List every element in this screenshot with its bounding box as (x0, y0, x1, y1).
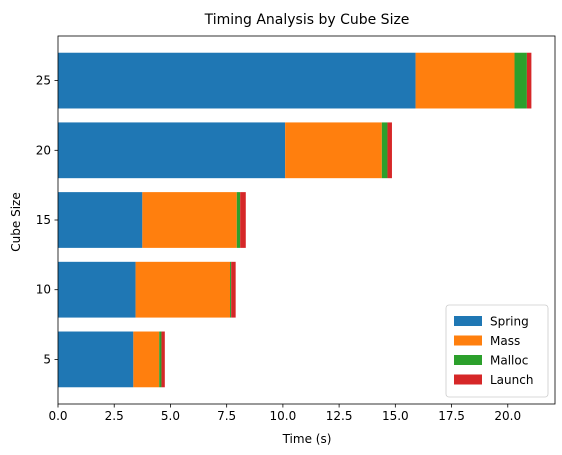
bar-launch-5 (161, 331, 165, 388)
chart-title: Timing Analysis by Cube Size (204, 12, 410, 28)
legend-swatch-spring (454, 316, 482, 326)
bar-spring-10 (58, 261, 136, 318)
x-tick-label: 0.0 (48, 409, 67, 423)
bar-malloc-20 (381, 122, 388, 179)
bar-mass-15 (142, 192, 237, 248)
x-tick-label: 20.0 (494, 409, 521, 423)
x-tick-label: 12.5 (326, 409, 353, 423)
legend-swatch-malloc (454, 355, 482, 365)
bar-malloc-15 (236, 192, 241, 248)
y-tick-label: 25 (36, 74, 51, 88)
legend-label-spring: Spring (490, 315, 529, 329)
x-tick-label: 7.5 (217, 409, 236, 423)
y-tick-label: 5 (43, 352, 51, 366)
legend: Spring Mass Malloc Launch (445, 304, 549, 398)
bar-launch-25 (526, 52, 532, 109)
x-tick-label: 2.5 (105, 409, 124, 423)
x-axis-label: Time (s) (282, 432, 332, 446)
bar-spring-20 (58, 122, 286, 179)
bar-mass-25 (415, 52, 515, 109)
bar-malloc-10 (230, 261, 232, 318)
bar-mass-5 (133, 331, 160, 388)
legend-swatch-mass (454, 335, 482, 346)
x-tick-label: 17.5 (438, 409, 465, 423)
x-tick-label: 15.0 (382, 409, 409, 423)
bar-launch-10 (231, 261, 236, 318)
axes-layer: 0.0 2.5 5.0 7.5 10.0 12.5 15.0 17.5 20.0 5 10 15 20 2… (36, 35, 556, 423)
legend-label-launch: Launch (490, 373, 533, 387)
legend-label-malloc: Malloc (490, 354, 528, 368)
bar-mass-20 (285, 122, 382, 179)
bar-spring-5 (58, 331, 134, 388)
legend-label-mass: Mass (490, 334, 520, 348)
bar-launch-15 (240, 192, 246, 248)
y-tick-label: 10 (36, 283, 51, 297)
x-tick-label: 5.0 (161, 409, 180, 423)
bar-launch-20 (387, 122, 392, 179)
x-tick-label: 10.0 (270, 409, 297, 423)
bars-layer (58, 52, 532, 388)
bar-malloc-5 (159, 331, 162, 388)
y-axis-label: Cube Size (9, 192, 23, 251)
bar-mass-10 (135, 261, 231, 318)
legend-box (445, 304, 549, 398)
bar-spring-15 (58, 192, 143, 248)
bar-malloc-25 (514, 52, 527, 109)
y-tick-label: 15 (36, 213, 51, 227)
bar-spring-25 (58, 52, 416, 109)
legend-swatch-launch (454, 374, 482, 385)
y-tick-label: 20 (36, 143, 51, 157)
